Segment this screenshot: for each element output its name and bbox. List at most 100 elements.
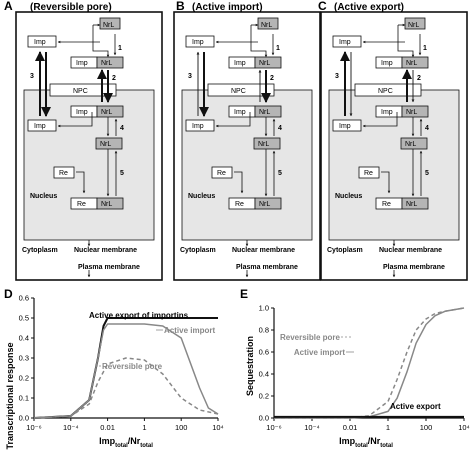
imp-label: Imp <box>234 60 246 67</box>
chart-e-ylabel: Sequestration <box>245 336 255 396</box>
step-1: 1 <box>423 45 427 52</box>
nrl-label: NrL <box>406 60 417 67</box>
nrl-label: NrL <box>259 109 270 116</box>
chart-d-xtick-label: 100 <box>175 423 188 432</box>
chart-e-xtick-label: 10⁴ <box>458 423 470 432</box>
chart-d-ytick-label: 0.0 <box>19 414 29 423</box>
chart-d-series-line <box>33 323 219 419</box>
npc-label: NPC <box>231 88 246 95</box>
chart-e-ytick-label: 0.4 <box>259 370 269 379</box>
cytoplasm-label: Cytoplasm <box>327 247 363 254</box>
re-label: Re <box>217 170 226 177</box>
panel-b-diagram <box>174 12 320 280</box>
chart-e-series-line <box>274 307 465 419</box>
nucleus-label: Nucleus <box>335 193 362 200</box>
step-1: 1 <box>276 45 280 52</box>
chart-e-ytick-label: 0.6 <box>259 348 269 357</box>
chart-d-xtick-label: 10⁻⁶ <box>26 423 41 432</box>
nrl-label: NrL <box>101 60 112 67</box>
panel-c-title: (Active export) <box>334 2 404 13</box>
panel-a-labels: NrL Imp Imp NrL NPC Imp NrL Imp NrL Re R… <box>22 22 140 271</box>
chart-d-ytick-label: 0.5 <box>19 314 29 323</box>
panel-b-letter: B <box>176 0 185 13</box>
step-3: 3 <box>30 73 34 80</box>
panel-b-title: (Active import) <box>192 2 263 13</box>
imp-cyto-label: Imp <box>192 39 204 46</box>
chart-e-xtick-label: 10⁻⁴ <box>304 423 320 432</box>
nrl-label: NrL <box>101 201 112 208</box>
chart-d-series-line <box>33 357 219 419</box>
cytoplasm-label: Cytoplasm <box>180 247 216 254</box>
step-2: 2 <box>270 75 274 82</box>
chart-d-xtick-label: 10⁴ <box>212 423 224 432</box>
chart-d-annotation-active-import: Active import <box>164 326 215 335</box>
panel-a-title: (Reversible pore) <box>30 2 112 13</box>
chart-d-annotation-reversible-pore: Reversible pore <box>102 362 163 371</box>
chart-d-ylabel: Transcriptional response <box>5 342 15 449</box>
imp-label: Imp <box>234 109 246 116</box>
nuclear-membrane-label: Nuclear membrane <box>379 247 442 254</box>
re-label: Re <box>364 170 373 177</box>
chart-e-annotation-active-export: Active export <box>390 402 441 411</box>
chart-e-plot: 10⁻⁶ 10⁻⁴ 0.01 1 100 10⁴ 0.0 0.2 0.4 0.6 0.8 1.0 <box>259 304 470 433</box>
chart-e-ytick-label: 0.0 <box>259 414 269 423</box>
nrl-label: NrL <box>101 109 112 116</box>
re-label: Re <box>77 201 86 208</box>
panel-a-letter: A <box>4 0 13 13</box>
step-5: 5 <box>425 170 429 177</box>
chart-e-ytick-label: 0.8 <box>259 326 269 335</box>
nuclear-membrane-label: Nuclear membrane <box>74 247 137 254</box>
nrl-label: NrL <box>405 141 416 148</box>
panel-d-letter: D <box>4 287 13 301</box>
plasma-membrane-label: Plasma membrane <box>78 264 140 271</box>
step-2: 2 <box>112 75 116 82</box>
step-5: 5 <box>120 170 124 177</box>
npc-label: NPC <box>73 88 88 95</box>
chart-d-ytick-label: 0.4 <box>19 334 29 343</box>
chart-d-ytick-label: 0.6 <box>19 294 29 303</box>
nrl-top-label: NrL <box>261 22 272 29</box>
chart-e-xtick-label: 1 <box>386 423 390 432</box>
chart-e-annotation-reversible-pore: Reversible pore <box>280 333 341 342</box>
chart-d-ytick-label: 0.3 <box>19 354 29 363</box>
panel-c-diagram <box>321 12 467 280</box>
chart-d-plot: 10⁻⁶ 10⁻⁴ 0.01 1 100 10⁴ 0.0 0.1 0.2 0.3 0.4 0.5 0.6 <box>19 294 224 433</box>
chart-e: E Sequestration 10⁻⁶ 10⁻⁴ 0.01 1 100 10⁴ 0.0 0.… <box>240 287 470 449</box>
chart-e-ytick-label: 0.2 <box>259 392 269 401</box>
chart-e-xtick-label: 100 <box>420 423 433 432</box>
step-4: 4 <box>278 125 282 132</box>
imp-cyto-label: Imp <box>34 39 46 46</box>
nrl-top-label: NrL <box>408 22 419 29</box>
panel-c-letter: C <box>318 0 327 13</box>
nrl-top-label: NrL <box>103 22 114 29</box>
nrl-label: NrL <box>259 201 270 208</box>
nucleus-label: Nucleus <box>188 193 215 200</box>
npc-label: NPC <box>378 88 393 95</box>
chart-e-xtick-label: 10⁻⁶ <box>266 423 281 432</box>
nucleus-label: Nucleus <box>30 193 57 200</box>
imp-label: Imp <box>381 60 393 67</box>
chart-e-annotation-active-import: Active import <box>294 348 345 357</box>
panel-c-labels: NrL Imp Imp NrL NPC Imp NrL Imp NrL Re R… <box>327 22 445 271</box>
step-2: 2 <box>417 75 421 82</box>
plasma-membrane-label: Plasma membrane <box>236 264 298 271</box>
step-1: 1 <box>118 45 122 52</box>
chart-e-xlabel: Imptotal/Nrtotal <box>339 436 393 449</box>
chart-d-xtick-label: 1 <box>142 423 146 432</box>
panel-headings: A (Reversible pore) B (Active import) C … <box>4 0 404 13</box>
re-label: Re <box>59 170 68 177</box>
step-3: 3 <box>188 73 192 80</box>
step-3: 3 <box>335 73 339 80</box>
nrl-label: NrL <box>406 109 417 116</box>
re-label: Re <box>235 201 244 208</box>
plasma-membrane-label: Plasma membrane <box>383 264 445 271</box>
cytoplasm-label: Cytoplasm <box>22 247 58 254</box>
nrl-label: NrL <box>258 141 269 148</box>
chart-e-xtick-label: 0.01 <box>343 423 358 432</box>
chart-d-xtick-label: 0.01 <box>100 423 115 432</box>
re-label: Re <box>382 201 391 208</box>
imp-nucleus-label: Imp <box>192 123 204 130</box>
chart-d-annotation-active-export: Active export of importins <box>89 311 189 320</box>
panel-e-letter: E <box>240 287 248 301</box>
